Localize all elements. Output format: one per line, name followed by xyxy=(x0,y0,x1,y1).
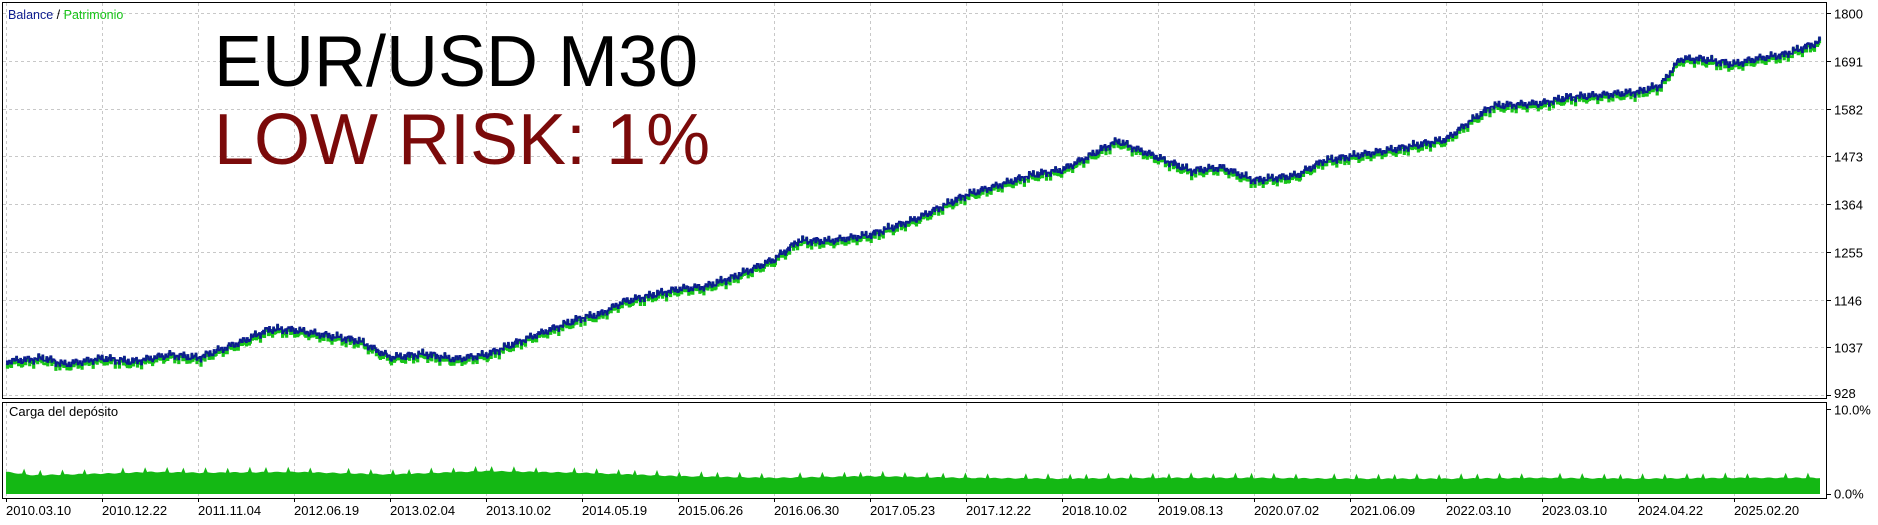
x-tick-label: 2021.06.09 xyxy=(1350,503,1415,518)
y-tick-label: 1364 xyxy=(1834,198,1863,213)
x-tick-label: 2022.03.10 xyxy=(1446,503,1511,518)
x-tick-label: 2019.08.13 xyxy=(1158,503,1223,518)
y-tick-label: 1800 xyxy=(1834,7,1863,22)
y-tick-label: 1473 xyxy=(1834,150,1863,165)
x-tick-label: 2017.12.22 xyxy=(966,503,1031,518)
chart-legend: Balance / Patrimonio xyxy=(8,8,123,22)
overlay-title-pair: EUR/USD M30 xyxy=(214,22,699,102)
y-tick-label: 928 xyxy=(1834,386,1856,401)
x-tick-label: 2011.11.04 xyxy=(198,503,261,518)
x-tick-label: 2018.10.02 xyxy=(1062,503,1127,518)
legend-patrimonio: Patrimonio xyxy=(64,8,124,22)
y-tick-label: 1146 xyxy=(1834,294,1862,309)
load-panel-title: Carga del depósito xyxy=(9,404,118,419)
load-y-tick-label: 10.0% xyxy=(1834,403,1871,418)
balance-series-line xyxy=(6,36,1821,368)
x-tick-label: 2017.05.23 xyxy=(870,503,935,518)
load-y-tick-label: 0.0% xyxy=(1834,487,1864,502)
x-tick-label: 2010.03.10 xyxy=(6,503,71,518)
x-tick-label: 2015.06.26 xyxy=(678,503,743,518)
x-tick-label: 2013.10.02 xyxy=(486,503,551,518)
x-tick-label: 2013.02.04 xyxy=(390,503,455,518)
overlay-title-risk: LOW RISK: 1% xyxy=(214,100,711,180)
deposit-load-area xyxy=(6,466,1820,494)
x-tick-label: 2020.07.02 xyxy=(1254,503,1319,518)
x-tick-label: 2025.02.20 xyxy=(1734,503,1799,518)
y-tick-label: 1582 xyxy=(1834,103,1863,118)
y-tick-label: 1037 xyxy=(1834,341,1863,356)
x-tick-label: 2012.06.19 xyxy=(294,503,359,518)
x-tick-label: 2014.05.19 xyxy=(582,503,647,518)
x-tick-label: 2010.12.22 xyxy=(102,503,167,518)
x-tick-label: 2016.06.30 xyxy=(774,503,839,518)
y-tick-label: 1691 xyxy=(1834,55,1863,70)
x-tick-label: 2023.03.10 xyxy=(1542,503,1607,518)
legend-separator: / xyxy=(53,8,63,22)
y-tick-label: 1255 xyxy=(1834,246,1863,261)
x-tick-label: 2024.04.22 xyxy=(1638,503,1703,518)
legend-balance: Balance xyxy=(8,8,53,22)
